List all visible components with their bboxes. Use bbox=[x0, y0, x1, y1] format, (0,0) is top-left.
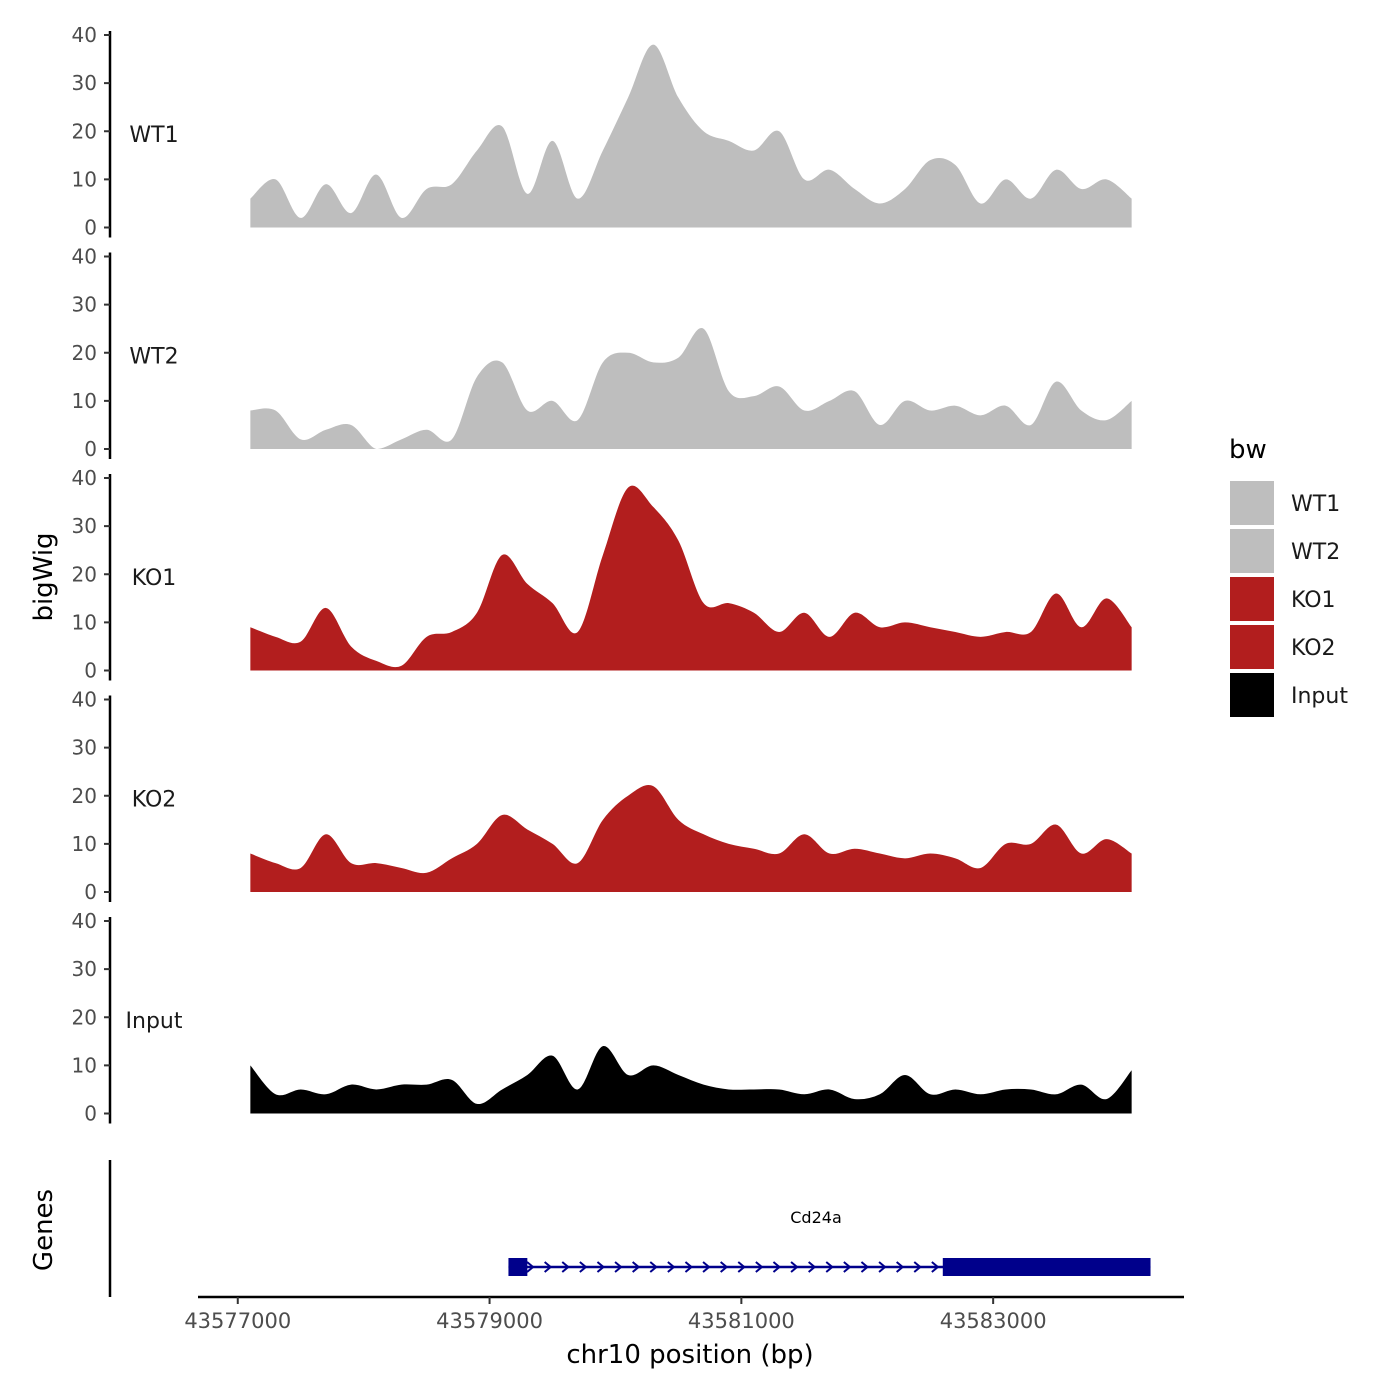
legend-title: bw bbox=[1229, 435, 1267, 465]
y-tick-label: 0 bbox=[84, 216, 97, 240]
track-panels: 0 10 20 30 40 WT1 0 10 20 30 40 WT2 0 10 20 30 40 KO1 0 10 2… bbox=[72, 23, 1132, 1126]
x-tick-label: 43583000 bbox=[940, 1309, 1047, 1333]
y-tick-label: 0 bbox=[84, 1102, 97, 1126]
legend-label: WT1 bbox=[1291, 492, 1340, 517]
strand-arrow bbox=[526, 1261, 535, 1273]
legend-swatch bbox=[1228, 479, 1276, 527]
strand-arrow bbox=[755, 1261, 764, 1273]
y-axis-title: bigWig bbox=[29, 532, 59, 621]
strand-arrow bbox=[684, 1261, 694, 1273]
y-tick-label: 30 bbox=[72, 736, 97, 760]
strand-arrow bbox=[579, 1261, 588, 1273]
y-tick-label: 10 bbox=[72, 167, 97, 191]
strand-arrow bbox=[702, 1261, 711, 1273]
legend: WT1 WT2 KO1 KO2 Input bbox=[1228, 479, 1348, 719]
area-ko2 bbox=[250, 785, 1132, 892]
gene-exon-1 bbox=[508, 1258, 528, 1276]
strand-arrow bbox=[931, 1261, 940, 1273]
legend-label: WT2 bbox=[1291, 540, 1340, 565]
genes-track-label: Genes bbox=[29, 1189, 59, 1271]
x-axis-title: chr10 position (bp) bbox=[566, 1340, 813, 1370]
y-tick-label: 20 bbox=[72, 119, 97, 143]
strand-arrow bbox=[649, 1261, 658, 1273]
area-input bbox=[250, 1045, 1132, 1114]
y-tick-label: 10 bbox=[72, 1053, 97, 1077]
strand-arrow bbox=[667, 1261, 676, 1273]
track-panel-ko2: 0 10 20 30 40 KO2 bbox=[72, 688, 1132, 904]
track-panel-wt2: 0 10 20 30 40 WT2 bbox=[72, 245, 1132, 461]
strand-arrow bbox=[544, 1261, 553, 1273]
legend-item-wt1: WT1 bbox=[1228, 479, 1340, 527]
gene-name-label: Cd24a bbox=[790, 1208, 842, 1227]
strand-arrow bbox=[843, 1261, 852, 1273]
track-label-wt1: WT1 bbox=[129, 123, 178, 148]
gene-exon-2 bbox=[942, 1258, 1151, 1276]
legend-item-input: Input bbox=[1228, 671, 1348, 719]
strand-arrow bbox=[808, 1261, 817, 1273]
y-tick-label: 20 bbox=[72, 784, 97, 808]
y-tick-label: 30 bbox=[72, 293, 97, 317]
track-label-wt2: WT2 bbox=[129, 345, 178, 370]
track-label-input: Input bbox=[126, 1009, 183, 1034]
strand-arrow bbox=[896, 1261, 905, 1273]
y-tick-label: 20 bbox=[72, 1005, 97, 1029]
y-tick-label: 30 bbox=[72, 71, 97, 95]
track-label-ko1: KO1 bbox=[132, 566, 177, 591]
strand-arrow bbox=[596, 1261, 606, 1273]
area-ko1 bbox=[250, 485, 1132, 671]
track-panel-wt1: 0 10 20 30 40 WT1 bbox=[72, 23, 1132, 240]
strand-arrow bbox=[860, 1261, 870, 1273]
y-tick-label: 40 bbox=[72, 466, 97, 490]
y-tick-label: 30 bbox=[72, 957, 97, 981]
y-tick-label: 10 bbox=[72, 610, 97, 634]
strand-arrow bbox=[772, 1261, 782, 1273]
y-tick-label: 40 bbox=[72, 688, 97, 712]
legend-swatch bbox=[1228, 671, 1276, 719]
strand-arrow bbox=[632, 1261, 641, 1273]
legend-swatch bbox=[1228, 623, 1276, 671]
strand-arrow bbox=[614, 1261, 623, 1273]
legend-label: KO1 bbox=[1291, 588, 1336, 613]
legend-item-ko2: KO2 bbox=[1228, 623, 1336, 671]
y-tick-label: 0 bbox=[84, 437, 97, 461]
strand-arrow bbox=[561, 1261, 570, 1273]
track-label-ko2: KO2 bbox=[132, 788, 177, 813]
y-tick-label: 0 bbox=[84, 880, 97, 904]
y-tick-label: 0 bbox=[84, 659, 97, 683]
legend-item-ko1: KO1 bbox=[1228, 575, 1336, 623]
legend-swatch bbox=[1228, 527, 1276, 575]
y-tick-label: 20 bbox=[72, 341, 97, 365]
x-tick-label: 43581000 bbox=[688, 1309, 795, 1333]
track-panel-input: 0 10 20 30 40 Input bbox=[72, 909, 1132, 1126]
y-tick-label: 10 bbox=[72, 389, 97, 413]
y-tick-label: 40 bbox=[72, 245, 97, 269]
strand-arrow bbox=[737, 1261, 746, 1273]
y-tick-label: 10 bbox=[72, 832, 97, 856]
track-panel-ko1: 0 10 20 30 40 KO1 bbox=[72, 466, 1132, 683]
legend-item-wt2: WT2 bbox=[1228, 527, 1340, 575]
area-wt2 bbox=[250, 327, 1132, 449]
strand-arrow bbox=[913, 1261, 922, 1273]
strand-arrow bbox=[825, 1261, 834, 1273]
x-tick-label: 43577000 bbox=[184, 1309, 291, 1333]
y-tick-label: 20 bbox=[72, 562, 97, 586]
area-wt1 bbox=[250, 44, 1132, 228]
y-tick-label: 30 bbox=[72, 514, 97, 538]
y-tick-label: 40 bbox=[72, 909, 97, 933]
legend-swatch bbox=[1228, 575, 1276, 623]
x-axis: 43577000 43579000 43581000 43583000 bbox=[184, 1295, 1184, 1333]
strand-arrow bbox=[790, 1261, 799, 1273]
legend-label: Input bbox=[1291, 684, 1348, 709]
strand-arrow bbox=[720, 1261, 729, 1273]
x-tick-label: 43579000 bbox=[436, 1309, 543, 1333]
y-tick-label: 40 bbox=[72, 23, 97, 47]
strand-arrow bbox=[878, 1261, 887, 1273]
gene-track bbox=[108, 1160, 1151, 1297]
legend-label: KO2 bbox=[1291, 636, 1336, 661]
